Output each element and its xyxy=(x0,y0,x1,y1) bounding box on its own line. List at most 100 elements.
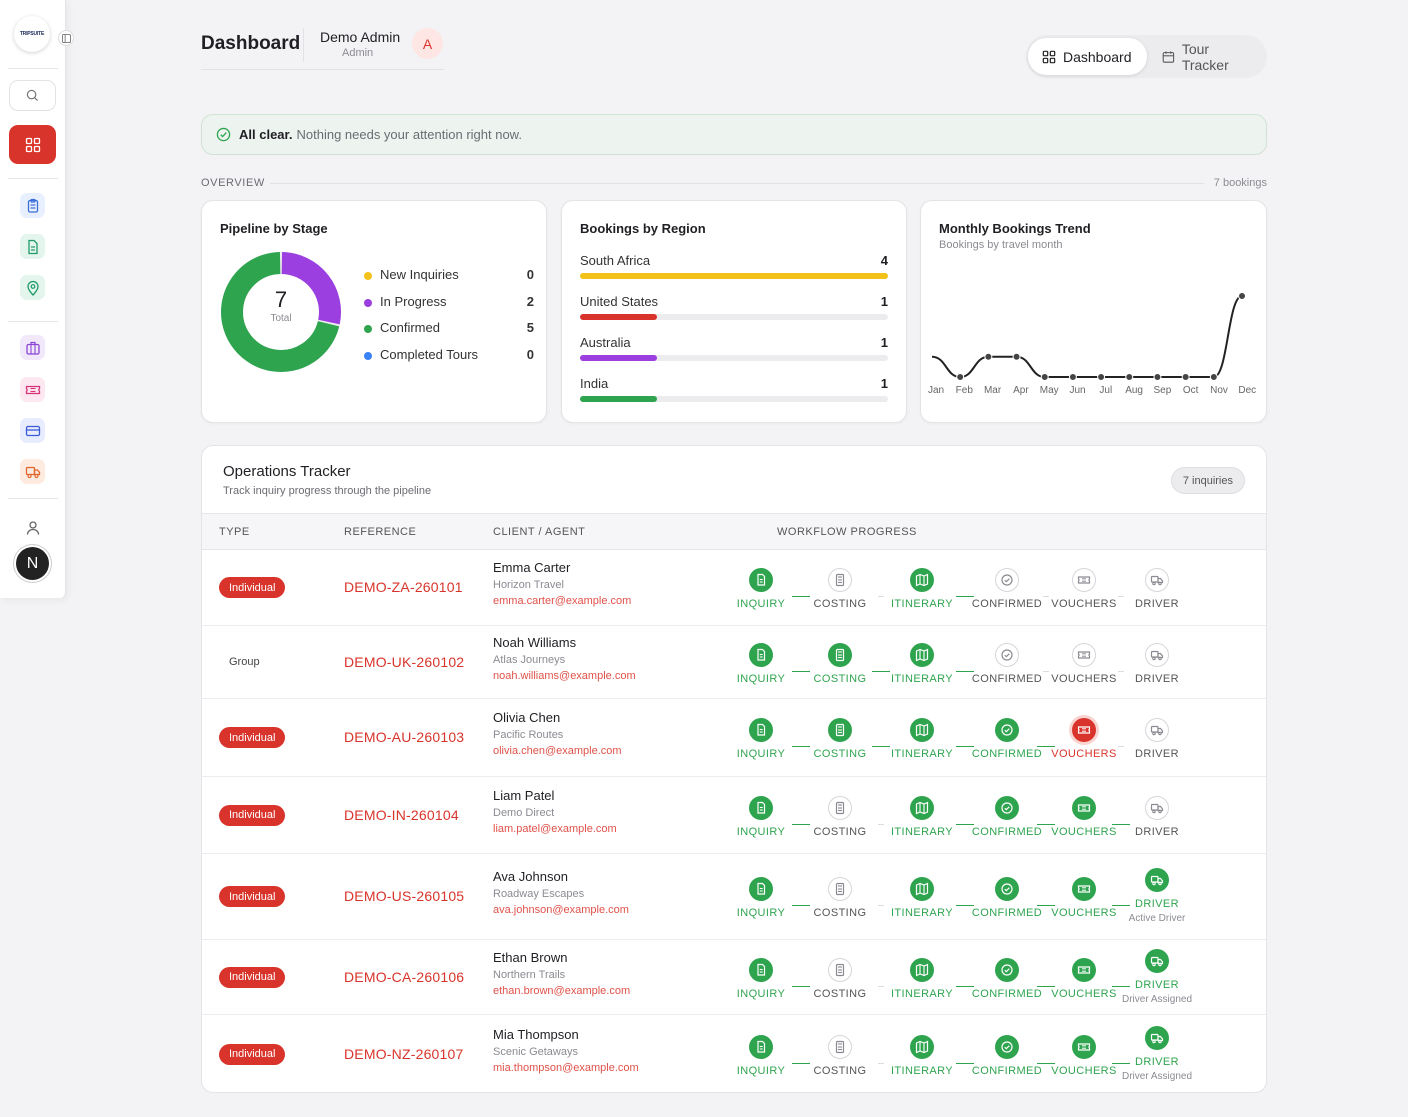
table-row[interactable]: Individual DEMO-US-260105 Ava Johnson Ro… xyxy=(202,854,1266,940)
workflow-step[interactable]: INQUIRY xyxy=(721,957,801,1000)
client-email[interactable]: noah.williams@example.com xyxy=(493,669,636,682)
workflow-step[interactable]: COSTING xyxy=(800,877,880,919)
workflow-step[interactable]: DRIVER xyxy=(1117,795,1197,838)
truck-icon xyxy=(1150,1033,1164,1043)
workflow-step[interactable]: ITINERARY xyxy=(882,1034,962,1077)
sidebar-search-button[interactable] xyxy=(9,80,56,111)
workflow-step[interactable]: CONFIRMED xyxy=(967,795,1047,838)
user-avatar[interactable]: A xyxy=(412,28,443,59)
regions-title: Bookings by Region xyxy=(580,221,706,236)
workflow-step[interactable]: DRIVER xyxy=(1117,642,1197,685)
table-row[interactable]: Individual DEMO-ZA-260101 Emma Carter Ho… xyxy=(202,550,1266,626)
x-tick-label: Oct xyxy=(1183,385,1199,396)
costing-icon xyxy=(835,882,845,896)
workflow-step[interactable]: COSTING xyxy=(800,1034,880,1077)
workflow-step[interactable]: ITINERARY xyxy=(882,568,962,610)
reference-link[interactable]: DEMO-CA-260106 xyxy=(344,968,465,985)
workflow-step[interactable]: ITINERARY xyxy=(882,795,962,838)
workflow-step[interactable]: VOUCHERS xyxy=(1044,568,1124,610)
table-row[interactable]: Group DEMO-UK-260102 Noah Williams Atlas… xyxy=(202,626,1266,699)
workflow-step[interactable]: VOUCHERS xyxy=(1044,718,1124,760)
workflow-step[interactable]: VOUCHERS xyxy=(1044,642,1124,685)
sidebar-item-dashboard[interactable] xyxy=(9,125,56,164)
table-row[interactable]: Individual DEMO-NZ-260107 Mia Thompson S… xyxy=(202,1015,1266,1092)
workflow-step[interactable]: VOUCHERS xyxy=(1044,957,1124,1000)
sidebar-item-payments[interactable] xyxy=(20,418,45,443)
step-status-indicator xyxy=(995,877,1019,901)
sidebar-item-vouchers[interactable] xyxy=(20,377,45,402)
legend-dot xyxy=(364,352,372,360)
client-email[interactable]: mia.thompson@example.com xyxy=(493,1061,639,1074)
step-connector xyxy=(955,823,974,825)
workflow-step[interactable]: INQUIRY xyxy=(721,568,801,610)
workflow-step[interactable]: CONFIRMED xyxy=(967,718,1047,760)
workflow-step[interactable]: COSTING xyxy=(800,718,880,760)
workflow-step[interactable]: ITINERARY xyxy=(882,957,962,1000)
client-email[interactable]: emma.carter@example.com xyxy=(493,595,632,607)
step-label: COSTING xyxy=(813,987,867,1000)
reference-link[interactable]: DEMO-AU-260103 xyxy=(344,729,465,745)
client-email[interactable]: ethan.brown@example.com xyxy=(493,984,631,997)
legend-item: In Progress 2 xyxy=(364,294,534,312)
workflow-step[interactable]: CONFIRMED xyxy=(967,957,1047,1000)
agent-name: Roadway Escapes xyxy=(493,888,585,900)
table-row[interactable]: Individual DEMO-CA-260106 Ethan Brown No… xyxy=(202,940,1266,1015)
reference-link[interactable]: DEMO-US-260105 xyxy=(344,888,465,904)
client-email[interactable]: liam.patel@example.com xyxy=(493,822,617,835)
step-connector xyxy=(1036,823,1055,825)
tab-tour-tracker[interactable]: Tour Tracker xyxy=(1148,38,1267,75)
step-status-indicator xyxy=(749,877,773,901)
workflow-step[interactable]: VOUCHERS xyxy=(1044,1034,1124,1077)
sidebar-item-packages[interactable] xyxy=(20,335,45,360)
region-bar-fill xyxy=(580,273,888,279)
workflow-step[interactable]: INQUIRY xyxy=(721,642,801,685)
brand-logo[interactable]: TRIPSUITE xyxy=(14,16,50,52)
table-row[interactable]: Individual DEMO-AU-260103 Olivia Chen Pa… xyxy=(202,699,1266,777)
step-connector xyxy=(878,985,884,987)
sidebar-item-documents[interactable] xyxy=(20,234,45,259)
workflow-step[interactable]: DRIVER xyxy=(1117,568,1197,610)
workflow-step[interactable]: CONFIRMED xyxy=(967,877,1047,919)
reference-link[interactable]: DEMO-ZA-260101 xyxy=(344,579,463,595)
workflow-step[interactable]: INQUIRY xyxy=(721,1034,801,1077)
workflow-step[interactable]: INQUIRY xyxy=(721,795,801,838)
workflow-step[interactable]: INQUIRY xyxy=(721,718,801,760)
workflow-step[interactable]: DRIVER Driver Assigned xyxy=(1117,948,1197,1005)
workflow-step[interactable]: ITINERARY xyxy=(882,642,962,685)
sidebar-collapse-button[interactable] xyxy=(58,30,74,46)
ops-title: Operations Tracker xyxy=(223,463,351,480)
workflow-step[interactable]: INQUIRY xyxy=(721,877,801,919)
workflow-step[interactable]: ITINERARY xyxy=(882,877,962,919)
workflow-step[interactable]: VOUCHERS xyxy=(1044,877,1124,919)
step-label: ITINERARY xyxy=(890,672,954,685)
sidebar-item-transport[interactable] xyxy=(20,459,45,484)
workflow-step[interactable]: DRIVER xyxy=(1117,718,1197,760)
workflow-step[interactable]: COSTING xyxy=(800,957,880,1000)
client-name: Liam Patel xyxy=(493,787,555,803)
workflow-step[interactable]: DRIVER Active Driver xyxy=(1117,868,1197,924)
client-info: Noah Williams Atlas Journeys noah.willia… xyxy=(493,635,636,682)
workflow-step[interactable]: COSTING xyxy=(800,795,880,838)
reference-link[interactable]: DEMO-NZ-260107 xyxy=(344,1045,464,1062)
sidebar-avatar[interactable]: N xyxy=(16,547,49,580)
sidebar-item-profile[interactable] xyxy=(20,515,45,540)
status-alert: All clear. Nothing needs your attention … xyxy=(201,114,1267,155)
tab-dashboard[interactable]: Dashboard xyxy=(1028,38,1147,75)
workflow-step[interactable]: COSTING xyxy=(800,642,880,685)
legend-item: New Inquiries 0 xyxy=(364,267,534,285)
sidebar-item-inquiries[interactable] xyxy=(20,193,45,218)
client-email[interactable]: olivia.chen@example.com xyxy=(493,745,622,757)
reference-link[interactable]: DEMO-UK-260102 xyxy=(344,653,465,670)
workflow-step[interactable]: DRIVER Driver Assigned xyxy=(1117,1025,1197,1082)
workflow-step[interactable]: COSTING xyxy=(800,568,880,610)
reference-link[interactable]: DEMO-IN-260104 xyxy=(344,806,459,823)
sidebar-item-destinations[interactable] xyxy=(20,275,45,300)
workflow-step[interactable]: VOUCHERS xyxy=(1044,795,1124,838)
workflow-step[interactable]: CONFIRMED xyxy=(967,642,1047,685)
table-row[interactable]: Individual DEMO-IN-260104 Liam Patel Dem… xyxy=(202,777,1266,854)
client-email[interactable]: ava.johnson@example.com xyxy=(493,904,629,916)
workflow-step[interactable]: CONFIRMED xyxy=(967,1034,1047,1077)
workflow-step[interactable]: ITINERARY xyxy=(882,718,962,760)
workflow-step[interactable]: CONFIRMED xyxy=(967,568,1047,610)
x-tick-label: Jan xyxy=(928,385,944,396)
